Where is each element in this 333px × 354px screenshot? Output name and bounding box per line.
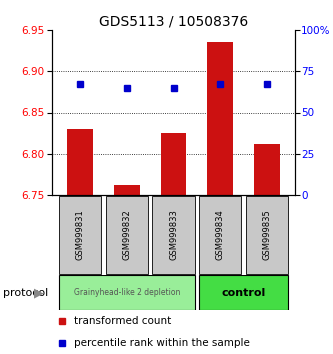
Text: protocol: protocol [3, 287, 49, 297]
Text: percentile rank within the sample: percentile rank within the sample [74, 338, 250, 348]
Text: GSM999834: GSM999834 [216, 210, 225, 261]
FancyBboxPatch shape [106, 196, 148, 274]
FancyBboxPatch shape [246, 196, 288, 274]
Bar [254, 144, 280, 195]
Text: control: control [221, 287, 266, 297]
FancyBboxPatch shape [199, 196, 241, 274]
Text: transformed count: transformed count [74, 316, 171, 326]
Bar [161, 133, 186, 195]
Text: Grainyhead-like 2 depletion: Grainyhead-like 2 depletion [74, 288, 180, 297]
Text: GSM999833: GSM999833 [169, 210, 178, 261]
Text: GSM999832: GSM999832 [122, 210, 131, 261]
FancyBboxPatch shape [59, 196, 101, 274]
Bar [114, 185, 140, 195]
FancyBboxPatch shape [199, 275, 288, 310]
Bar [67, 129, 93, 195]
Text: ▶: ▶ [34, 286, 44, 299]
FancyBboxPatch shape [153, 196, 194, 274]
Text: GSM999835: GSM999835 [262, 210, 271, 261]
FancyBboxPatch shape [59, 275, 194, 310]
Bar [207, 42, 233, 195]
Title: GDS5113 / 10508376: GDS5113 / 10508376 [99, 15, 248, 29]
Text: GSM999831: GSM999831 [76, 210, 85, 261]
